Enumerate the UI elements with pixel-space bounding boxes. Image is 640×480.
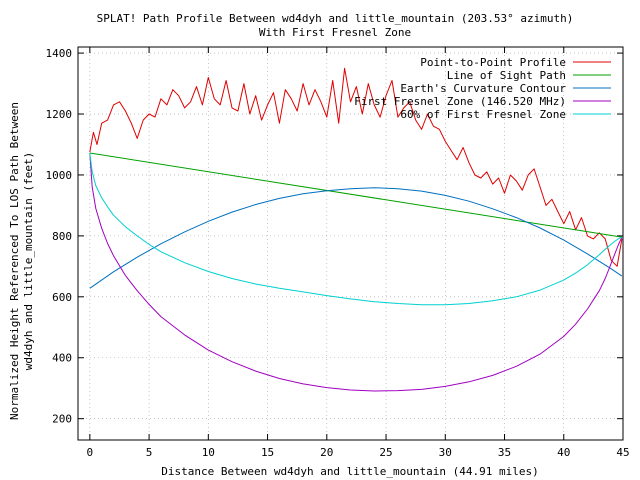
y-tick-label: 200 [52,413,72,426]
x-tick-label: 40 [557,446,570,459]
y-tick-label: 1400 [46,47,73,60]
x-tick-label: 45 [616,446,629,459]
y-tick-label: 1000 [46,169,73,182]
chart-title-line-1: SPLAT! Path Profile Between wd4dyh and l… [97,12,574,25]
series-first-fresnel-zone-146-520-mhz-line [89,152,623,392]
y-axis-label-line-1: Normalized Height Referenced To LOS Path… [8,102,21,420]
series-line-of-sight-path-line [89,152,622,238]
plot-border [77,46,624,441]
series-60-of-first-fresnel-zone-line [89,152,623,306]
x-tick-label: 0 [87,446,94,459]
legend-label-first-fresnel-zone-146-520-mhz: First Fresnel Zone (146.520 MHz) [354,95,566,108]
chart-title-line-2: With First Fresnel Zone [259,26,411,39]
x-tick-label: 10 [202,446,215,459]
series-point-to-point-profile-line [89,67,623,267]
y-tick-label: 1200 [46,108,73,121]
series-earth-s-curvature-contour-line [89,187,623,289]
x-tick-label: 25 [379,446,392,459]
x-tick-label: 30 [439,446,452,459]
y-tick-label: 400 [52,352,72,365]
legend-label-point-to-point-profile: Point-to-Point Profile [420,56,566,69]
y-axis-label-line-2: wd4dyh and little_mountain (feet) [22,152,35,371]
y-tick-label: 600 [52,291,72,304]
axis-ticks: 0 5 10 15 20 25 30 35 40 45 200 400 600 800 1000 1200 14… [46,47,630,459]
x-axis-label: Distance Between wd4dyh and little_mount… [161,465,539,478]
legend-label-earth-s-curvature-contour: Earth's Curvature Contour [400,82,566,95]
x-tick-label: 20 [320,446,333,459]
legend-label-line-of-sight-path: Line of Sight Path [447,69,566,82]
x-tick-label: 35 [498,446,511,459]
x-tick-label: 5 [146,446,153,459]
series-layer [89,67,623,392]
x-tick-label: 15 [261,446,274,459]
legend-label-60-of-first-fresnel-zone: 60% of First Fresnel Zone [400,108,566,121]
y-tick-label: 800 [52,230,72,243]
